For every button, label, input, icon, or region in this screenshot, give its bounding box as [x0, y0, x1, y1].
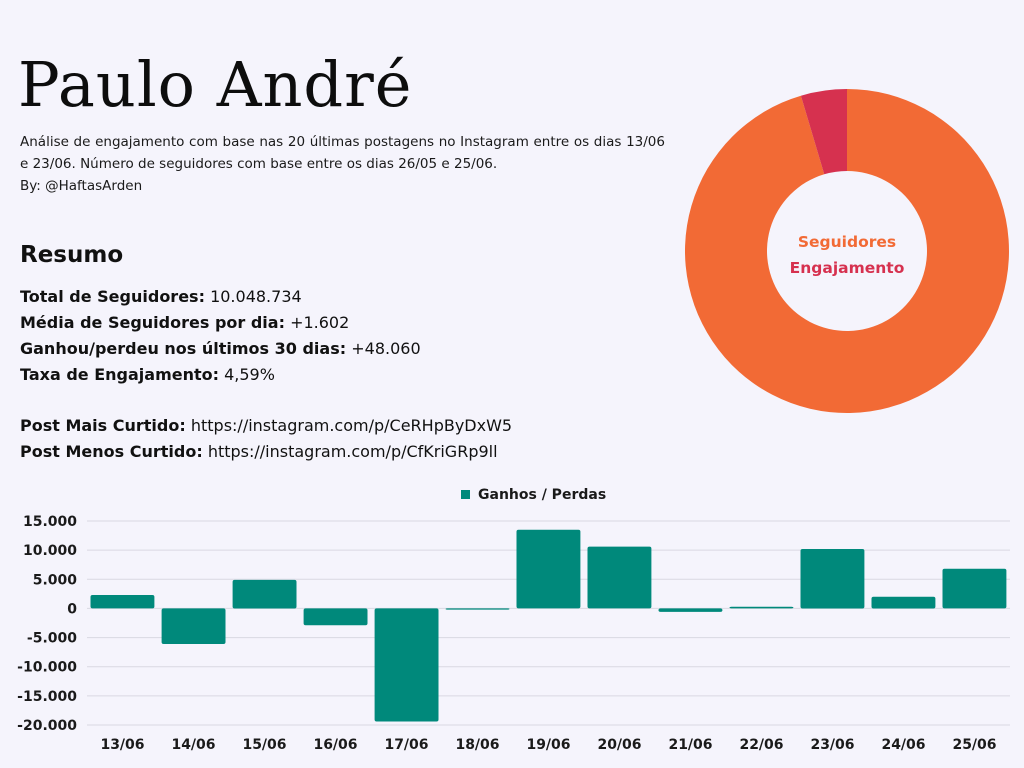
byline: By: @HaftasArden: [20, 178, 143, 194]
x-tick-label: 17/06: [384, 737, 428, 753]
page-title: Paulo André: [18, 48, 413, 121]
donut-chart: Seguidores Engajamento: [685, 89, 1009, 413]
x-tick-label: 13/06: [100, 737, 144, 753]
x-tick-label: 14/06: [171, 737, 215, 753]
stat-label: Ganhou/perdeu nos últimos 30 dias:: [20, 339, 347, 358]
bar-18-06: [445, 608, 510, 610]
bar-13-06: [90, 595, 155, 609]
donut-center-label: Engajamento: [790, 259, 905, 277]
least-liked-post: Post Menos Curtido: https://instagram.co…: [20, 439, 512, 465]
stat-label: Total de Seguidores:: [20, 287, 205, 306]
donut-slice-engajamento: [800, 89, 847, 175]
x-tick-label: 22/06: [739, 737, 783, 753]
y-tick-label: -20.000: [17, 718, 77, 734]
y-tick-label: 10.000: [23, 543, 77, 559]
bar-22-06: [729, 606, 794, 609]
bar-16-06: [303, 608, 368, 626]
bar-19-06: [516, 529, 581, 609]
stat-label: Taxa de Engajamento:: [20, 365, 220, 384]
post-label: Post Mais Curtido:: [20, 416, 186, 435]
stat-engagement-rate: Taxa de Engajamento: 4,59%: [20, 362, 421, 388]
x-tick-label: 24/06: [881, 737, 925, 753]
donut-slice-seguidores: [685, 89, 1009, 413]
most-liked-post: Post Mais Curtido: https://instagram.com…: [20, 413, 512, 439]
y-tick-label: 5.000: [33, 572, 78, 588]
stat-value: 4,59%: [224, 365, 275, 384]
x-tick-label: 21/06: [668, 737, 712, 753]
stat-avg-per-day: Média de Seguidores por dia: +1.602: [20, 310, 421, 336]
donut-center-label: Seguidores: [798, 233, 896, 251]
chart-legend: Ganhos / Perdas: [461, 487, 606, 503]
stat-value: 10.048.734: [210, 287, 302, 306]
stat-last-30-days: Ganhou/perdeu nos últimos 30 dias: +48.0…: [20, 336, 421, 362]
stat-total-followers: Total de Seguidores: 10.048.734: [20, 284, 421, 310]
post-label: Post Menos Curtido:: [20, 442, 203, 461]
bar-24-06: [871, 596, 936, 609]
bar-15-06: [232, 579, 297, 609]
x-tick-label: 19/06: [526, 737, 570, 753]
legend-swatch: [461, 490, 470, 499]
post-link[interactable]: https://instagram.com/p/CeRHpByDxW5: [190, 416, 513, 435]
stat-value: +1.602: [290, 313, 350, 332]
y-tick-label: -10.000: [17, 660, 77, 676]
subtitle: Análise de engajamento com base nas 20 ú…: [20, 134, 665, 172]
y-tick-label: 0: [67, 601, 77, 617]
bar-17-06: [374, 608, 439, 722]
post-link[interactable]: https://instagram.com/p/CfKriGRp9ll: [207, 442, 498, 461]
summary-title: Resumo: [20, 242, 124, 268]
post-links: Post Mais Curtido: https://instagram.com…: [20, 413, 512, 465]
bar-20-06: [587, 546, 652, 609]
summary-stats: Total de Seguidores: 10.048.734 Média de…: [20, 284, 421, 388]
x-tick-label: 20/06: [597, 737, 641, 753]
bar-14-06: [161, 608, 226, 644]
bar-25-06: [942, 568, 1007, 609]
bar-23-06: [800, 549, 865, 609]
bar-21-06: [658, 608, 723, 612]
bar-chart: Ganhos / Perdas 15.000 10.000 5.000 0 -5.000 -…: [17, 487, 1010, 753]
y-tick-label: -5.000: [27, 631, 77, 647]
y-tick-label: 15.000: [23, 514, 77, 530]
x-tick-label: 18/06: [455, 737, 499, 753]
y-tick-label: -15.000: [17, 689, 77, 705]
x-tick-label: 25/06: [952, 737, 996, 753]
legend-label: Ganhos / Perdas: [478, 487, 606, 503]
x-tick-label: 15/06: [242, 737, 286, 753]
x-tick-label: 16/06: [313, 737, 357, 753]
x-tick-label: 23/06: [810, 737, 854, 753]
stat-label: Média de Seguidores por dia:: [20, 313, 285, 332]
stat-value: +48.060: [351, 339, 421, 358]
